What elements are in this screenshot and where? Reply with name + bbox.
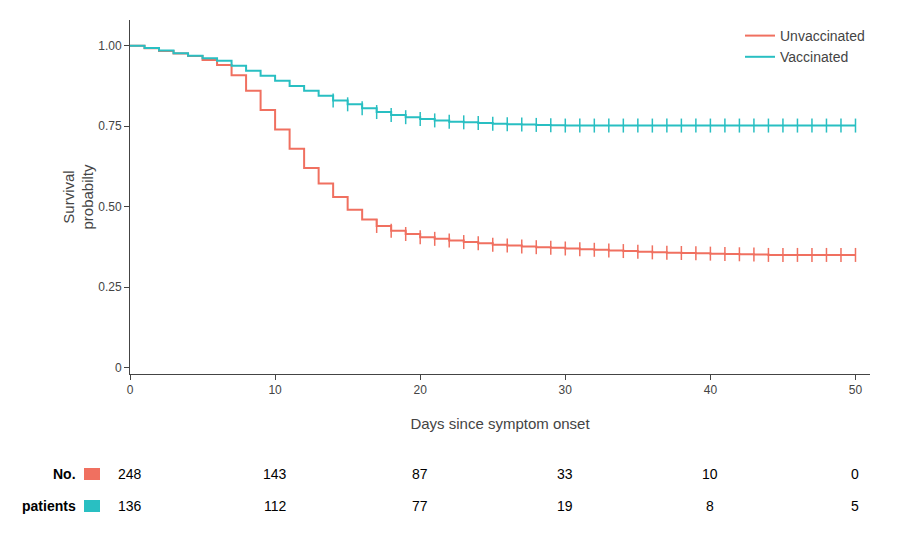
svg-text:patients: patients [22, 498, 76, 514]
svg-text:50: 50 [849, 383, 863, 397]
svg-text:0: 0 [115, 361, 122, 375]
svg-text:0.50: 0.50 [98, 200, 122, 214]
svg-text:0.75: 0.75 [98, 119, 122, 133]
svg-text:87: 87 [412, 466, 428, 482]
svg-text:77: 77 [412, 498, 428, 514]
svg-text:Days since symptom onset: Days since symptom onset [410, 415, 590, 432]
svg-text:248: 248 [118, 466, 142, 482]
svg-text:Survivalprobabilty: Survivalprobabilty [60, 164, 97, 230]
svg-text:8: 8 [706, 498, 714, 514]
svg-text:0: 0 [127, 383, 134, 397]
svg-text:10: 10 [268, 383, 282, 397]
svg-text:Vaccinated: Vaccinated [780, 49, 848, 65]
svg-text:30: 30 [559, 383, 573, 397]
svg-text:5: 5 [851, 498, 859, 514]
svg-text:143: 143 [263, 466, 287, 482]
svg-text:33: 33 [557, 466, 573, 482]
svg-text:0: 0 [851, 466, 859, 482]
svg-text:1.00: 1.00 [98, 39, 122, 53]
svg-text:No.: No. [53, 466, 76, 482]
svg-text:40: 40 [704, 383, 718, 397]
svg-text:0.25: 0.25 [98, 280, 122, 294]
svg-text:112: 112 [264, 498, 287, 514]
svg-text:Unvaccinated: Unvaccinated [780, 28, 865, 44]
svg-text:20: 20 [414, 383, 428, 397]
svg-text:136: 136 [118, 498, 142, 514]
svg-text:19: 19 [557, 498, 573, 514]
svg-text:10: 10 [702, 466, 718, 482]
